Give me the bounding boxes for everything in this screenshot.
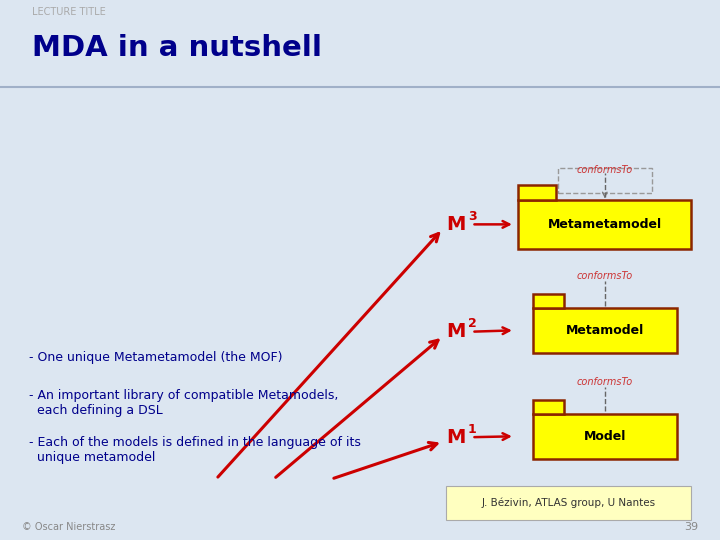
Text: - One unique Metametamodel (the MOF): - One unique Metametamodel (the MOF): [29, 350, 282, 363]
Bar: [533, 400, 564, 414]
Bar: [533, 308, 677, 353]
Text: MDA in a nutshell: MDA in a nutshell: [32, 34, 323, 62]
Bar: [558, 168, 652, 193]
Text: J. Bézivin, ATLAS group, U Nantes: J. Bézivin, ATLAS group, U Nantes: [482, 497, 656, 508]
Text: M: M: [446, 215, 466, 234]
Bar: [533, 414, 677, 459]
Text: - Each of the models is defined in the language of its
  unique metamodel: - Each of the models is defined in the l…: [29, 436, 361, 464]
Text: Model: Model: [584, 430, 626, 443]
Bar: [518, 200, 691, 249]
Text: 3: 3: [468, 210, 477, 223]
Text: 39: 39: [684, 522, 698, 532]
Bar: [446, 486, 691, 519]
Text: - An important library of compatible Metamodels,
  each defining a DSL: - An important library of compatible Met…: [29, 389, 338, 417]
Text: conformsTo: conformsTo: [577, 377, 633, 387]
Text: LECTURE TITLE: LECTURE TITLE: [32, 7, 106, 17]
Text: conformsTo: conformsTo: [577, 271, 633, 281]
Text: conformsTo: conformsTo: [577, 165, 633, 176]
Text: 2: 2: [468, 317, 477, 330]
Text: M: M: [446, 428, 466, 447]
Text: Metamodel: Metamodel: [566, 324, 644, 337]
Text: M: M: [446, 322, 466, 341]
Text: 1: 1: [468, 423, 477, 436]
Text: Metametamodel: Metametamodel: [548, 218, 662, 231]
Text: © Oscar Nierstrasz: © Oscar Nierstrasz: [22, 522, 115, 532]
Bar: [533, 294, 564, 308]
Bar: [518, 185, 557, 200]
